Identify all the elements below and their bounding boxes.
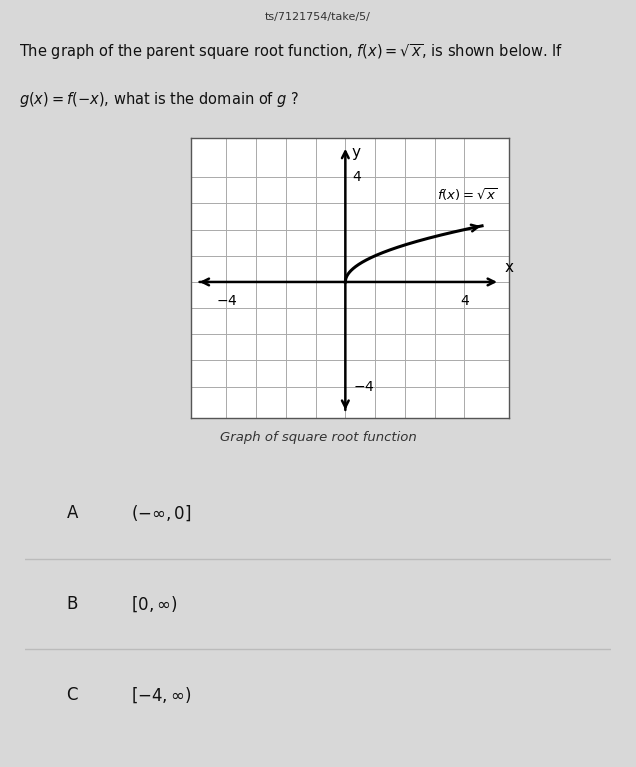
Text: $(-\infty, 0]$: $(-\infty, 0]$ [131, 503, 191, 523]
Text: A: A [66, 504, 78, 522]
Text: ts/7121754/take/5/: ts/7121754/take/5/ [265, 12, 371, 22]
Text: y: y [351, 145, 360, 160]
Text: $f(x)=\sqrt{x}$: $f(x)=\sqrt{x}$ [438, 186, 498, 203]
Text: $[0, \infty)$: $[0, \infty)$ [131, 594, 177, 614]
Text: Graph of square root function: Graph of square root function [219, 431, 417, 443]
Text: C: C [66, 686, 78, 704]
Text: 4: 4 [353, 170, 361, 184]
Text: B: B [66, 595, 78, 613]
Text: x: x [504, 261, 513, 275]
Text: $[-4, \infty)$: $[-4, \infty)$ [131, 685, 191, 705]
Text: $-$4: $-$4 [216, 294, 237, 308]
Text: 4: 4 [460, 294, 469, 308]
Text: The graph of the parent square root function, $f(x)=\sqrt{x}$, is shown below. I: The graph of the parent square root func… [19, 42, 563, 62]
Text: $g(x)=f(-x)$, what is the domain of $g$ ?: $g(x)=f(-x)$, what is the domain of $g$ … [19, 90, 300, 109]
Text: $-$4: $-$4 [353, 380, 375, 393]
